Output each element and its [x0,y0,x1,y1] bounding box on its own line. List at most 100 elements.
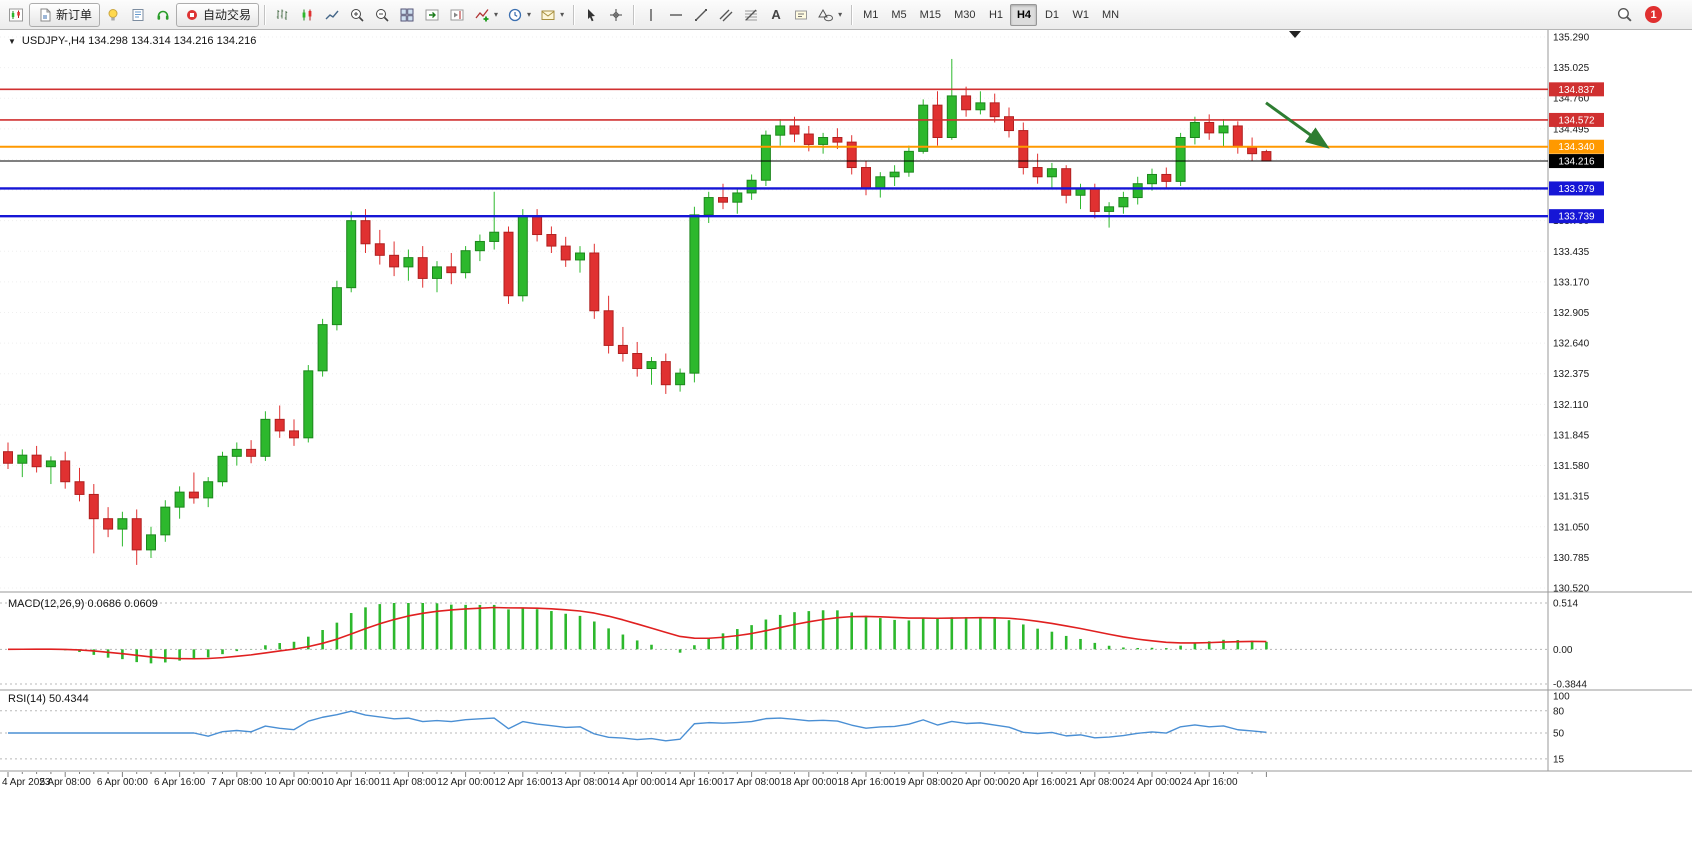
fibonacci-tool-button[interactable] [739,3,763,27]
timeframe-button-h1[interactable]: H1 [988,8,1003,21]
svg-text:12 Apr 00:00: 12 Apr 00:00 [437,777,494,788]
timeframe-button-m15[interactable]: M15 [919,8,942,21]
cursor-tool-button[interactable] [579,3,603,27]
trendline-tool-button[interactable] [689,3,713,27]
crosshair-tool-button[interactable] [604,3,628,27]
timeframe-button-m1[interactable]: M1 [863,8,879,21]
svg-text:18 Apr 00:00: 18 Apr 00:00 [780,777,837,788]
svg-text:131.845: 131.845 [1553,430,1590,441]
svg-text:15: 15 [1553,754,1565,765]
news-document-icon [132,8,144,21]
svg-text:133.170: 133.170 [1553,277,1590,288]
search-button[interactable] [1612,3,1637,27]
zoom-in-icon [351,8,364,22]
svg-text:134.572: 134.572 [1558,115,1595,126]
new-order-label: 新订单 [56,8,93,22]
svg-text:12 Apr 16:00: 12 Apr 16:00 [494,777,551,788]
support-button[interactable] [151,3,175,27]
chart-title-overlay: ▼ USDJPY-,H4 134.298 134.314 134.216 134… [8,35,256,47]
cursor-icon [588,8,596,21]
horizontal-lines [0,88,1548,218]
svg-text:130.520: 130.520 [1553,584,1590,595]
periods-button[interactable]: ▾ [503,3,535,27]
macd-histogram [20,603,1268,664]
timeframe-button-m30[interactable]: M30 [954,8,976,21]
auto-scroll-button[interactable] [420,3,444,27]
templates-button[interactable]: ▾ [536,3,568,27]
toolbar-separator [633,4,635,25]
svg-text:20 Apr 00:00: 20 Apr 00:00 [952,777,1009,788]
text-label-tool-button[interactable] [789,3,813,27]
macd-indicator-label: MACD(12,26,9) 0.0686 0.0609 [8,598,158,610]
svg-text:131.580: 131.580 [1553,461,1590,472]
timeframe-button-mn[interactable]: MN [1101,8,1120,21]
shapes-icon [818,8,834,21]
notification-badge[interactable]: 1 [1645,6,1662,23]
timeframe-group: M1 M5 M15 M30 H1 H4 D1 W1 MN [857,3,1125,26]
new-order-button[interactable]: 新订单 [29,2,101,27]
collapse-arrow-icon[interactable]: ▼ [8,36,16,46]
ideas-button[interactable] [101,3,125,27]
horizontal-line-icon [670,13,683,16]
price-tag-134.216 [1549,154,1604,169]
svg-text:100: 100 [1553,692,1570,703]
indicators-button[interactable]: ▾ [470,3,502,27]
autotrading-status-icon [187,9,198,20]
autotrading-label: 自动交易 [203,8,252,22]
channel-tool-button[interactable] [714,3,738,27]
template-envelope-icon [541,10,555,20]
line-chart-type-icon [325,10,339,19]
channel-icon [719,9,733,21]
zoom-in-button[interactable] [345,3,369,27]
svg-text:5 Apr 08:00: 5 Apr 08:00 [40,777,92,788]
price-tag-133.739 [1549,209,1604,224]
main-toolbar: 新订单 自动交易 [0,0,1692,30]
timeframe-button-h4[interactable]: H4 [1010,3,1038,26]
candlestick-chart-icon [9,8,23,21]
timeframe-button-d1[interactable]: D1 [1044,8,1059,21]
chart-ohlc-title: USDJPY-,H4 134.298 134.314 134.216 134.2… [21,35,257,47]
periods-dropdown-arrow-icon: ▾ [527,9,532,19]
price-tags: 134.837 134.572 134.340 134.216 133.979 133.7… [1549,82,1604,224]
candle-chart-type-button[interactable] [295,3,319,27]
tile-windows-button[interactable] [395,3,419,27]
text-tool-button[interactable]: A [764,3,788,27]
text-tool-icon: A [771,7,781,22]
horizontal-line-tool-button[interactable] [664,3,688,27]
chart-shift-button[interactable] [445,3,469,27]
svg-text:10 Apr 16:00: 10 Apr 16:00 [323,777,380,788]
svg-text:10 Apr 00:00: 10 Apr 00:00 [266,777,323,788]
macd-signal-line [7,606,1267,660]
toolbar-separator [264,4,266,25]
indicators-dropdown-arrow-icon: ▾ [494,9,499,19]
price-tag-134.340 [1549,139,1604,154]
svg-text:80: 80 [1553,706,1565,717]
news-button[interactable] [126,3,150,27]
timeframe-button-w1[interactable]: W1 [1072,8,1089,21]
svg-text:133.435: 133.435 [1553,247,1590,258]
zoom-out-button[interactable] [370,3,394,27]
text-label-icon [795,10,808,19]
tile-windows-icon [400,8,414,21]
svg-text:6 Apr 00:00: 6 Apr 00:00 [97,777,149,788]
trend-arrow-annotation[interactable] [1265,101,1330,149]
svg-text:19 Apr 08:00: 19 Apr 08:00 [895,777,952,788]
svg-text:11 Apr 08:00: 11 Apr 08:00 [380,777,436,788]
vertical-line-tool-button[interactable] [639,3,663,27]
svg-text:50: 50 [1553,729,1565,740]
auto-scroll-icon [425,9,439,20]
autotrading-button[interactable]: 自动交易 [176,2,260,27]
svg-text:24 Apr 16:00: 24 Apr 16:00 [1181,777,1238,788]
toolbar-separator [851,4,853,25]
line-chart-type-button[interactable] [320,3,344,27]
candlesticks [3,58,1272,565]
chart-canvas[interactable]: 135.290135.025134.760134.495134.230133.9… [0,30,1692,826]
bar-chart-type-button[interactable] [270,3,294,27]
svg-text:17 Apr 08:00: 17 Apr 08:00 [723,777,780,788]
svg-text:134.340: 134.340 [1558,142,1595,153]
new-chart-button[interactable] [4,3,28,27]
timeframe-button-m5[interactable]: M5 [891,8,907,21]
shapes-tool-button[interactable]: ▾ [814,3,846,27]
svg-text:0.00: 0.00 [1553,645,1573,656]
